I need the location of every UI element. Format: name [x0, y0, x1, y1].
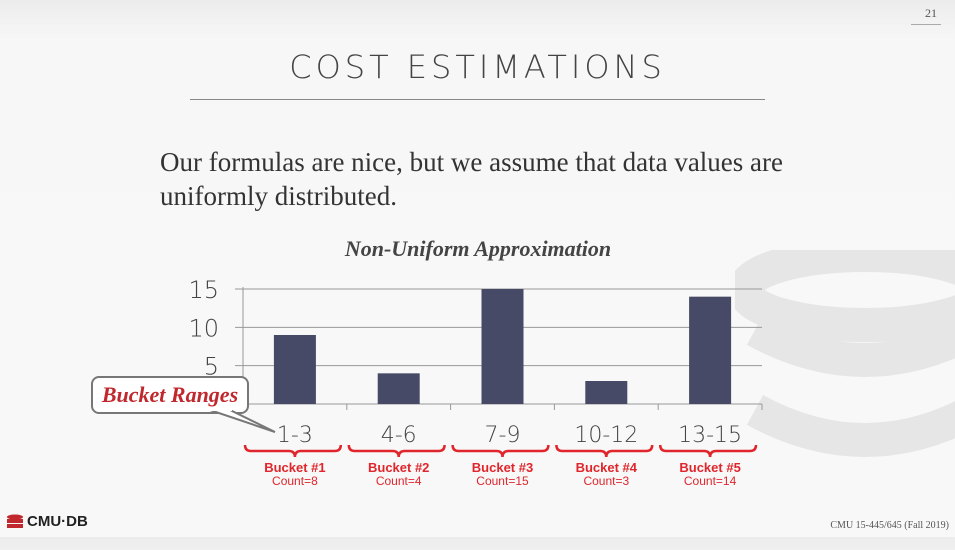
logo-text: CMU·DB: [27, 513, 88, 530]
bucket-brace: [347, 444, 446, 458]
x-tick-label: 13-15: [678, 423, 742, 448]
bucket-brace: [451, 444, 550, 458]
x-tick-label: 4-6: [381, 423, 417, 448]
bucket-brace: [243, 444, 343, 458]
db-logo-icon: [7, 514, 23, 528]
y-tick-label: 10: [188, 314, 219, 342]
callout-pointer-icon: [208, 410, 276, 433]
bucket-name: Bucket #5: [679, 460, 740, 475]
bucket-count: Count=15: [476, 474, 529, 488]
y-tick-label: 15: [188, 276, 219, 304]
bucket-name: Bucket #4: [576, 460, 638, 475]
bucket-ranges-callout: Bucket Ranges: [91, 376, 249, 414]
slide-title: COST ESTIMATIONS: [289, 48, 666, 86]
course-label: CMU 15-445/645 (Fall 2019): [830, 520, 949, 531]
bar-1-3: [273, 335, 316, 404]
cmu-db-logo: CMU·DB: [6, 513, 88, 530]
chart-title: Non-Uniform Approximation: [344, 236, 611, 261]
bucket-count: Count=14: [684, 474, 737, 488]
x-tick-label: 7-9: [485, 423, 521, 448]
bucket-name: Bucket #3: [472, 460, 533, 475]
bar-4-6: [377, 373, 420, 404]
bucket-count: Count=8: [272, 474, 318, 488]
bar-chart: Non-Uniform Approximation 5 10 15 1-3 4-6 7-9…: [188, 236, 763, 488]
bucket-count: Count=4: [376, 474, 422, 488]
bucket-count: Count=3: [583, 474, 629, 488]
bar-7-9: [481, 289, 524, 404]
bar-13-15: [689, 296, 732, 404]
x-tick-label: 1-3: [277, 423, 313, 448]
bar-10-12: [585, 381, 628, 404]
bucket-name: Bucket #2: [368, 460, 429, 475]
body-text: Our formulas are nice, but we assume tha…: [160, 147, 784, 211]
x-tick-label: 10-12: [574, 423, 638, 448]
bucket-name: Bucket #1: [264, 460, 325, 475]
page-number: 21: [911, 6, 941, 25]
title-divider: [190, 99, 765, 100]
database-watermark-icon: [735, 250, 955, 457]
bucket-brace: [658, 444, 758, 458]
y-tick-label: 5: [204, 353, 219, 381]
bucket-brace: [555, 444, 654, 458]
